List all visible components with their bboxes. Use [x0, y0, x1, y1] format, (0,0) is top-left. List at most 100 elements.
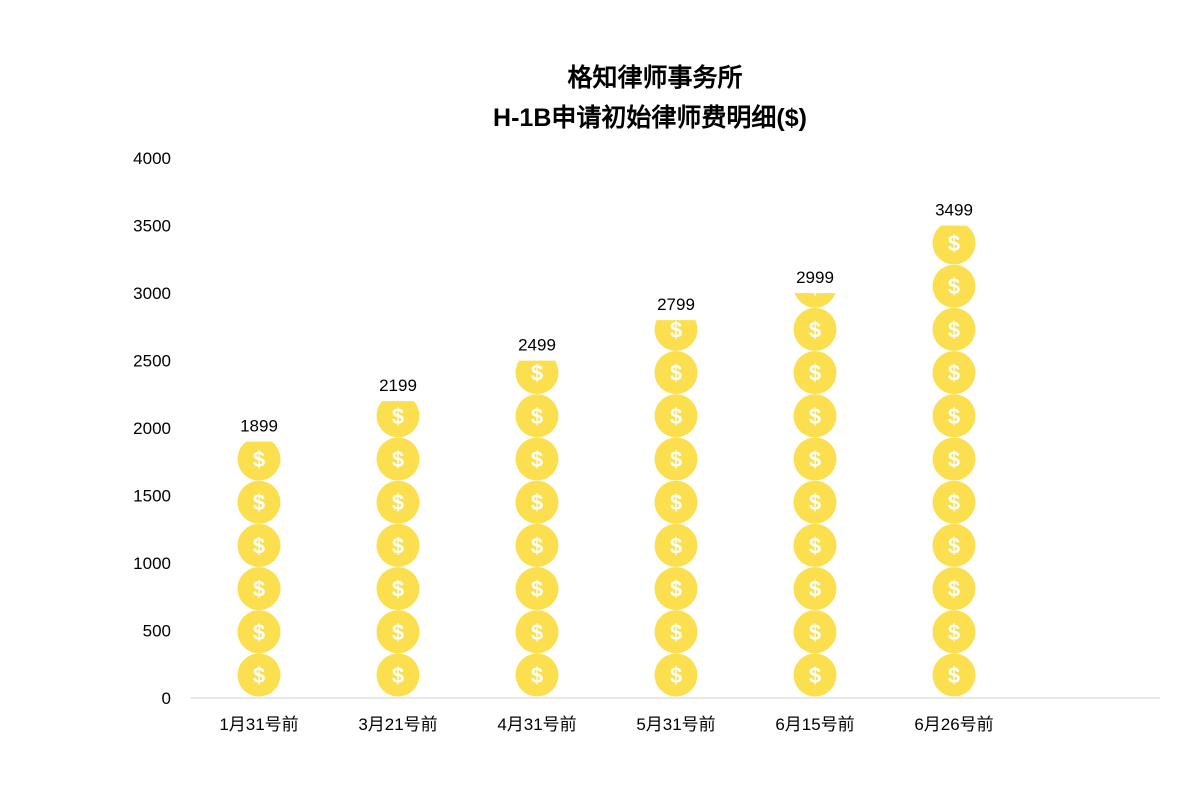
dollar-icon: $	[809, 577, 821, 602]
dollar-icon: $	[670, 490, 682, 515]
dollar-icon: $	[809, 404, 821, 429]
dollar-icon: $	[670, 447, 682, 472]
bar: $$$$$$$	[237, 441, 281, 697]
dollar-icon: $	[809, 447, 821, 472]
dollar-icon: $	[531, 361, 543, 386]
data-label: 3499	[935, 201, 973, 220]
y-tick-label: 1000	[133, 554, 171, 573]
chart-title-line-1: 格知律师事务所	[567, 63, 742, 92]
coin-icon: $	[793, 307, 837, 351]
dollar-icon: $	[670, 620, 682, 645]
coin-icon: $	[376, 523, 420, 567]
dollar-icon: $	[392, 533, 404, 558]
y-tick-label: 1500	[133, 487, 171, 506]
x-tick-label: 6月26号前	[914, 715, 993, 734]
coin-icon: $	[793, 610, 837, 654]
dollar-icon: $	[948, 231, 960, 256]
bar: $$$$$$$$$	[515, 360, 559, 697]
dollar-icon: $	[948, 447, 960, 472]
y-tick-label: 2000	[133, 419, 171, 438]
dollar-icon: $	[670, 404, 682, 429]
coin-icon: $	[794, 222, 837, 265]
coin-icon: $	[932, 610, 976, 654]
data-labels: 1899 2199 2499 2799 2999 3499	[240, 201, 973, 436]
coin-icon: $	[654, 317, 698, 351]
y-tick-label: 3000	[133, 284, 171, 303]
dollar-icon: $	[948, 533, 960, 558]
dollar-icon: $	[670, 361, 682, 386]
y-axis: 0 500 1000 1500 2000 2500 3000 3500 4000	[133, 149, 171, 708]
chart-title: 格知律师事务所 H-1B申请初始律师费明细($)	[493, 63, 807, 132]
coin-icon: $	[932, 523, 976, 567]
data-label: 2999	[796, 268, 834, 287]
data-label: 2799	[657, 295, 695, 314]
bars: $$$$$$$$$$$$$$$$$$$$$$$$$$$$$$$$$$$$$$$$…	[237, 222, 976, 697]
coin-icon: $	[932, 394, 976, 438]
bar: $$$$$$$$	[376, 401, 420, 697]
dollar-icon: $	[392, 490, 404, 515]
dollar-icon: $	[253, 490, 265, 515]
dollar-icon: $	[948, 317, 960, 342]
coin-icon: $	[237, 567, 281, 611]
coin-icon: $	[237, 480, 281, 524]
dollar-icon: $	[531, 447, 543, 472]
dollar-icon: $	[531, 490, 543, 515]
coin-icon: $	[794, 274, 836, 308]
x-tick-label: 5月31号前	[636, 715, 715, 734]
x-axis-labels: 1月31号前 3月21号前 4月31号前 5月31号前 6月15号前 6月26号前	[219, 715, 993, 734]
dollar-icon: $	[531, 533, 543, 558]
dollar-icon: $	[392, 577, 404, 602]
dollar-icon: $	[253, 533, 265, 558]
y-tick-label: 2500	[133, 352, 171, 371]
coin-icon: $	[515, 523, 559, 567]
dollar-icon: $	[670, 663, 682, 688]
coin-icon: $	[237, 653, 281, 697]
y-tick-label: 4000	[133, 149, 171, 168]
coin-icon: $	[654, 351, 698, 395]
coin-icon: $	[376, 610, 420, 654]
coin-icon: $	[515, 567, 559, 611]
dollar-icon: $	[809, 361, 821, 386]
x-tick-label: 6月15号前	[775, 715, 854, 734]
dollar-icon: $	[948, 490, 960, 515]
coin-icon: $	[237, 523, 281, 567]
dollar-icon: $	[809, 620, 821, 645]
coin-icon: $	[654, 653, 698, 697]
dollar-icon: $	[809, 274, 821, 299]
bar: $ $ $ $ $ $ $ $ $ $ $	[793, 222, 837, 697]
dollar-icon: $	[531, 404, 543, 429]
dollar-icon: $	[253, 620, 265, 645]
coin-icon: $	[237, 441, 281, 481]
dollar-icon: $	[809, 533, 821, 558]
data-label: 1899	[240, 417, 278, 436]
chart-title-line-2: H-1B申请初始律师费明细($)	[493, 103, 807, 132]
coin-icon: $	[793, 394, 837, 438]
coin-icon: $	[237, 610, 281, 654]
dollar-icon: $	[670, 317, 682, 342]
coin-icon: $	[515, 360, 559, 395]
coin-icon: $	[932, 653, 976, 697]
x-tick-label: 4月31号前	[497, 715, 576, 734]
coin-icon: $	[932, 264, 976, 308]
dollar-icon: $	[392, 404, 404, 429]
coin-icon: $	[932, 225, 976, 265]
coin-icon: $	[793, 480, 837, 524]
y-tick-label: 500	[143, 622, 171, 641]
coin-icon: $	[932, 437, 976, 481]
coin-icon: $	[376, 653, 420, 697]
bar: $$$$$$$$$$	[654, 317, 698, 697]
coin-icon: $	[654, 523, 698, 567]
coin-icon: $	[654, 610, 698, 654]
dollar-icon: $	[670, 533, 682, 558]
dollar-icon: $	[948, 577, 960, 602]
dollar-icon: $	[948, 620, 960, 645]
dollar-icon: $	[809, 490, 821, 515]
dollar-icon: $	[392, 447, 404, 472]
coin-icon: $	[376, 437, 420, 481]
coin-icon: $	[932, 567, 976, 611]
dollar-icon: $	[531, 663, 543, 688]
coin-icon: $	[376, 401, 420, 438]
y-tick-label: 0	[162, 689, 171, 708]
